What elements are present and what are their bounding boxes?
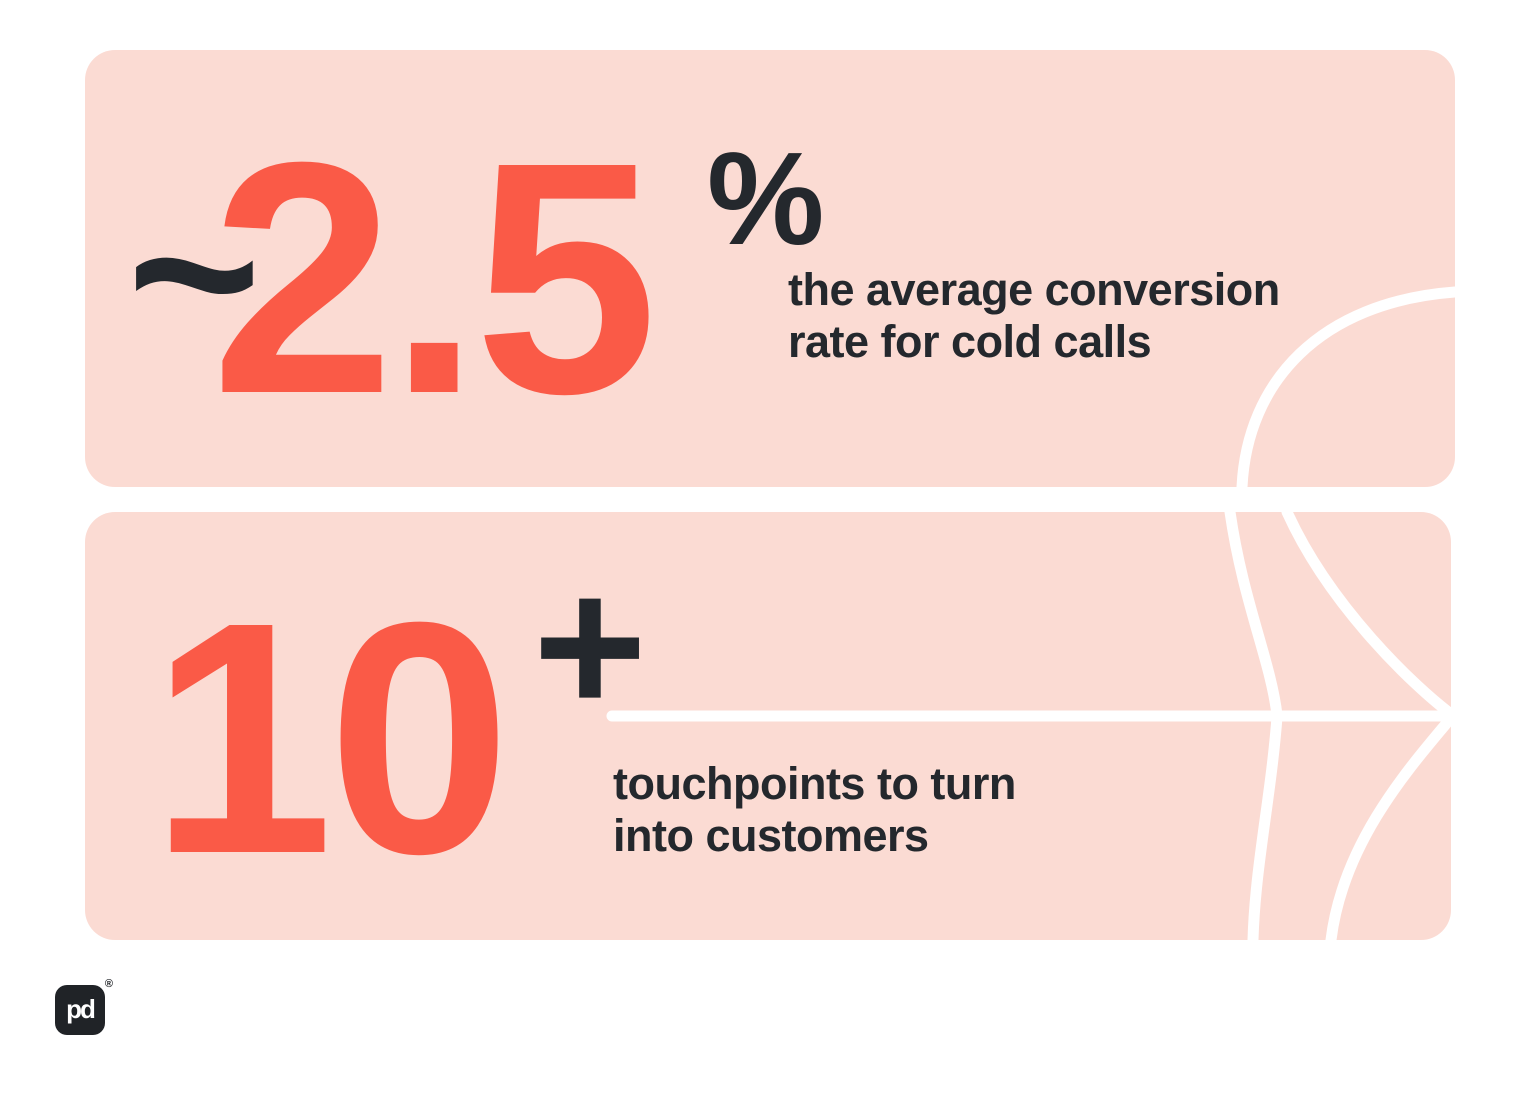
branch-petal-lower xyxy=(1325,712,1451,940)
pandadoc-logo: pd ® xyxy=(55,979,113,1035)
stat-description-line2: into customers xyxy=(613,810,929,861)
branch-stem-upper xyxy=(1224,512,1283,721)
branch-stem-lower xyxy=(1247,711,1283,940)
stat-prefix-tilde: ~ xyxy=(127,144,262,401)
stat-description-line1: the average conversion xyxy=(788,264,1280,315)
stat-value-touchpoints: 10 xyxy=(150,553,511,922)
stat-suffix-percent: % xyxy=(707,125,825,272)
stat-description-line1: touchpoints to turn xyxy=(613,758,1016,809)
stat-description-line2: rate for cold calls xyxy=(788,316,1152,367)
stat-description-conversion: the average conversion rate for cold cal… xyxy=(788,264,1280,368)
logo-monogram: pd xyxy=(66,994,96,1024)
stat-card-touchpoints: 10 + touchpoints to turn into customers xyxy=(85,512,1451,940)
stat-description-touchpoints: touchpoints to turn into customers xyxy=(613,758,1016,862)
stat-value-conversion: 2.5 xyxy=(211,93,658,462)
branch-petal-upper xyxy=(1281,512,1451,720)
stat-suffix-plus: + xyxy=(533,537,647,755)
stat-card-conversion-rate: ~ 2.5 % the average conversion rate for … xyxy=(85,50,1455,487)
registered-trademark-icon: ® xyxy=(104,978,113,990)
